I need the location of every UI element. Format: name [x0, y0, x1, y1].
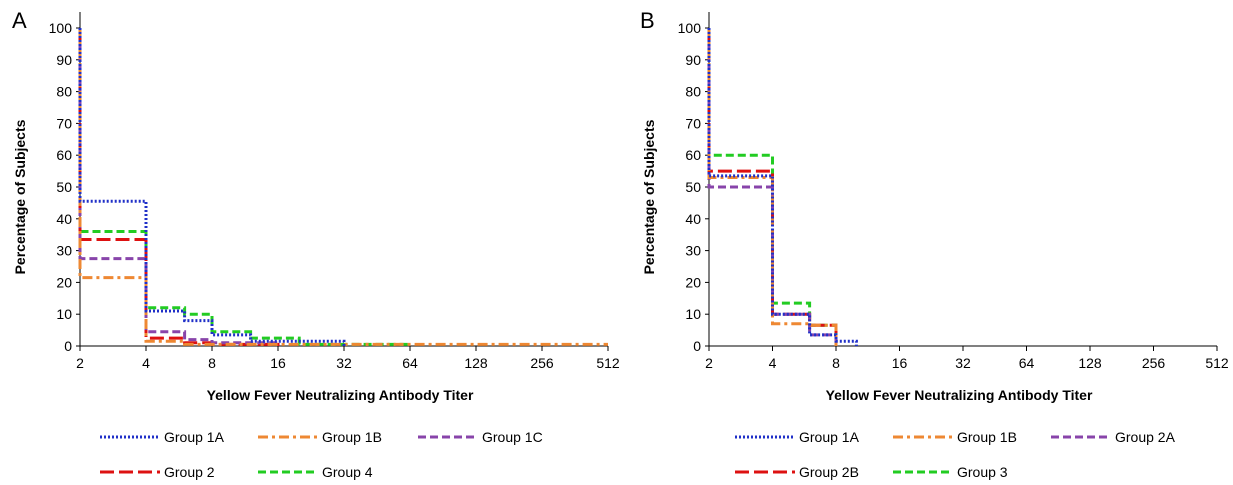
x-tick-label: 32	[336, 355, 352, 371]
y-tick-label: 30	[56, 243, 72, 259]
y-tick-label: 100	[678, 20, 702, 36]
legend: Group 1A Group 1B Group 1C Group 2 Group 4	[100, 429, 543, 480]
y-tick-label: 10	[685, 306, 701, 322]
x-axis-title: Yellow Fever Neutralizing Antibody Titer	[826, 387, 1093, 403]
legend-label: Group 1A	[164, 429, 225, 445]
y-tick-label: 30	[685, 243, 701, 259]
x-tick-label: 8	[832, 355, 840, 371]
panel-letter: A	[12, 8, 27, 33]
x-tick-label: 8	[208, 355, 216, 371]
series-line-group-2	[78, 28, 280, 346]
legend-label: Group 2B	[799, 464, 859, 480]
x-tick-label: 512	[596, 355, 620, 371]
legend-label: Group 3	[957, 464, 1008, 480]
legend-label: Group 4	[322, 464, 373, 480]
x-tick-label: 256	[530, 355, 554, 371]
y-tick-label: 60	[685, 147, 701, 163]
y-tick-label: 10	[56, 306, 72, 322]
y-tick-label: 70	[685, 115, 701, 131]
y-tick-label: 100	[49, 20, 73, 36]
chart-panel-b: B 0 10 20 30 40 50 60 70 80 90 100 2 4 8 16 32 64 128 256 51…	[640, 8, 1229, 480]
legend-label: Group 1B	[957, 429, 1017, 445]
y-tick-label: 80	[685, 84, 701, 100]
y-tick-label: 80	[56, 84, 72, 100]
x-tick-label: 64	[402, 355, 418, 371]
x-tick-label: 2	[705, 355, 713, 371]
x-tick-label: 16	[270, 355, 286, 371]
y-tick-label: 40	[56, 211, 72, 227]
legend-label: Group 1C	[482, 429, 543, 445]
y-tick-label: 40	[685, 211, 701, 227]
x-tick-label: 4	[769, 355, 777, 371]
x-tick-label: 16	[892, 355, 908, 371]
panel-letter: B	[640, 8, 655, 33]
y-tick-label: 20	[56, 274, 72, 290]
y-tick-label: 60	[56, 147, 72, 163]
series-line-group-1b	[78, 28, 608, 346]
series-line-group-2a	[707, 28, 838, 346]
y-tick-label: 0	[64, 338, 72, 354]
x-tick-label: 512	[1205, 355, 1229, 371]
x-tick-label: 256	[1142, 355, 1166, 371]
y-tick-label: 20	[685, 274, 701, 290]
chart-panel-a: A 0 10 20 30 40 50 60 70 80 90 100 2 4 8 16 32 64 128 256 51…	[12, 8, 620, 480]
y-tick-label: 70	[56, 115, 72, 131]
x-tick-label: 64	[1019, 355, 1035, 371]
x-axis-title: Yellow Fever Neutralizing Antibody Titer	[207, 387, 474, 403]
legend-label: Group 1B	[322, 429, 382, 445]
x-tick-label: 4	[142, 355, 150, 371]
x-tick-label: 128	[1078, 355, 1102, 371]
series-line-group-1a	[78, 28, 346, 346]
y-tick-label: 0	[693, 338, 701, 354]
y-tick-label: 90	[56, 52, 72, 68]
legend-label: Group 2A	[1115, 429, 1176, 445]
x-tick-label: 128	[464, 355, 488, 371]
x-tick-label: 32	[955, 355, 971, 371]
legend: Group 1A Group 1B Group 2A Group 2B Group 3	[735, 429, 1176, 480]
series-line-group-4	[78, 28, 412, 346]
y-tick-label: 90	[685, 52, 701, 68]
legend-label: Group 2	[164, 464, 215, 480]
y-axis-title: Percentage of Subjects	[12, 119, 28, 274]
legend-label: Group 1A	[799, 429, 860, 445]
x-tick-label: 2	[76, 355, 84, 371]
series-line-group-1c	[78, 28, 280, 346]
y-axis-title: Percentage of Subjects	[641, 119, 657, 274]
y-tick-label: 50	[685, 179, 701, 195]
series-line-group-1a	[707, 28, 858, 346]
y-tick-label: 50	[56, 179, 72, 195]
series-line-group-3	[707, 28, 838, 346]
